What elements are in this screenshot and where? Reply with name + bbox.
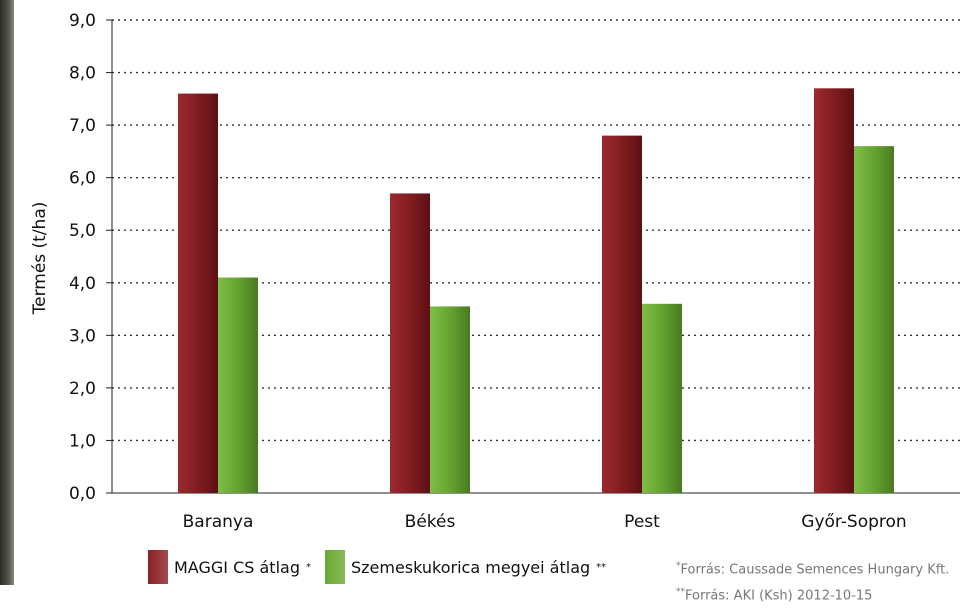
legend-item-megyei: Szemeskukorica megyei átlag ** (324, 550, 607, 584)
y-tick-label: 7,0 (69, 116, 96, 136)
bars (178, 88, 894, 494)
bar-maggi-1 (390, 193, 430, 493)
legend-item-maggi: MAGGI CS átlag * (148, 550, 311, 584)
bar-megyei-0 (218, 277, 258, 493)
footnote-1: *Forrás: Caussade Semences Hungary Kft. (676, 561, 950, 578)
bar-chart: 0,0 1,0 2,0 3,0 4,0 5,0 6,0 7,0 8,0 9,0 Baranya Bé… (30, 11, 960, 532)
bar-maggi-3 (814, 88, 854, 494)
x-category-label: Pest (624, 512, 660, 532)
y-tick-label: 6,0 (69, 169, 96, 189)
y-tick-label: 3,0 (69, 326, 96, 346)
y-axis-ticks: 0,0 1,0 2,0 3,0 4,0 5,0 6,0 7,0 8,0 9,0 (69, 11, 112, 504)
y-axis-title: Termés (t/ha) (30, 202, 50, 316)
bar-megyei-3 (854, 146, 894, 493)
legend-label-maggi: MAGGI CS átlag (174, 557, 300, 577)
footnote-2: **Forrás: AKI (Ksh) 2012-10-15 (676, 587, 873, 604)
x-category-label: Baranya (183, 512, 254, 532)
y-tick-label: 5,0 (69, 221, 96, 241)
legend-marker-megyei: ** (596, 561, 607, 573)
image-left-edge (0, 0, 14, 585)
y-tick-label: 9,0 (69, 11, 96, 31)
y-tick-label: 2,0 (69, 379, 96, 399)
source-footnotes: *Forrás: Caussade Semences Hungary Kft. … (676, 555, 976, 608)
y-tick-label: 8,0 (69, 64, 96, 84)
y-tick-label: 0,0 (69, 484, 96, 504)
legend-swatch-megyei (324, 550, 345, 584)
x-category-label: Győr-Sopron (801, 512, 906, 532)
legend-swatch-maggi (148, 550, 168, 584)
x-category-label: Békés (405, 512, 456, 532)
y-tick-label: 4,0 (69, 274, 96, 294)
bar-maggi-0 (178, 93, 218, 494)
y-tick-label: 1,0 (69, 431, 96, 451)
bar-megyei-2 (642, 303, 682, 493)
x-axis-category-labels: Baranya Békés Pest Győr-Sopron (183, 512, 907, 532)
bar-megyei-1 (430, 306, 470, 493)
legend: MAGGI CS átlag * Szemeskukorica megyei át… (148, 549, 606, 585)
legend-marker-maggi: * (305, 561, 311, 573)
bar-maggi-2 (602, 135, 642, 493)
legend-label-megyei: Szemeskukorica megyei átlag (350, 557, 591, 577)
